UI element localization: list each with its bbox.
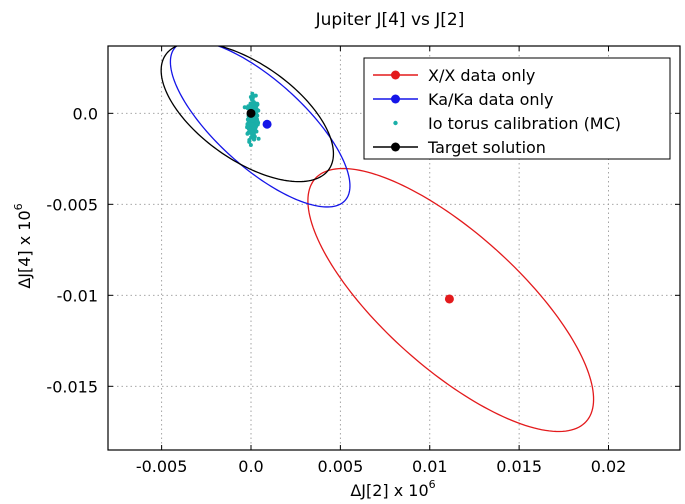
legend-marker [391, 142, 400, 152]
io-mc-point [248, 121, 253, 126]
io-mc-point [251, 132, 256, 137]
plot-frame [107, 45, 681, 451]
io-mc-point [252, 137, 257, 142]
plot-area [160, 46, 595, 433]
io-mc-point [245, 123, 250, 128]
io-mc-point [255, 101, 260, 106]
chart-title: Jupiter J[4] vs J[2] [315, 10, 465, 30]
xx-point [444, 294, 454, 304]
x-axis-label: ΔJ[2] x 106 [350, 478, 435, 500]
legend-label: Io torus calibration (MC) [428, 114, 621, 133]
legend-marker [393, 120, 398, 126]
y-tick-label: -0.015 [46, 377, 98, 396]
y-axis-label: ΔJ[4] x 106 [12, 203, 34, 288]
legend-marker [391, 94, 400, 104]
y-tick-label: 0.0 [73, 104, 98, 123]
legend-target: Target solution [373, 138, 546, 157]
legend-label: Target solution [427, 138, 546, 157]
x-tick-label: -0.005 [136, 457, 188, 476]
kaka-ellipse [169, 46, 351, 208]
x-tick-label: 0.005 [317, 457, 363, 476]
io-mc-point [248, 143, 253, 148]
x-tick-label: 0.015 [496, 457, 542, 476]
x-tick-label: 0.02 [591, 457, 627, 476]
io-mc-point [256, 108, 261, 113]
io-mc-point [247, 139, 252, 144]
io-mc-point [246, 105, 251, 109]
legend-label: X/X data only [428, 66, 535, 85]
x-axis-label-exponent: 6 [429, 478, 436, 491]
io-mc-point [255, 120, 260, 125]
xx-ellipse [307, 167, 595, 433]
legend-kaka: Ka/Ka data only [373, 90, 553, 109]
legend-io: Io torus calibration (MC) [393, 114, 621, 133]
target-ellipse [160, 46, 335, 183]
grid [108, 46, 680, 450]
y-tick-label: -0.005 [46, 195, 98, 214]
legend-marker [391, 70, 400, 80]
target-point [246, 108, 256, 118]
y-axis-label-exponent: 6 [12, 203, 25, 210]
tick-labels: -0.005 0.0 0.005 0.01 0.015 0.02 0.0 -0.005 -0.0… [46, 104, 626, 476]
io-mc-point [256, 136, 261, 141]
x-tick-label: 0.0 [238, 457, 263, 476]
legend: X/X data only Ka/Ka data only Io torus cal… [363, 57, 671, 160]
series-layer [160, 46, 595, 433]
axis-ticks [108, 46, 680, 450]
legend-label: Ka/Ka data only [428, 90, 553, 109]
io-mc-point [254, 129, 259, 134]
legend-xx: X/X data only [373, 66, 535, 85]
x-tick-label: 0.01 [412, 457, 448, 476]
y-tick-label: -0.01 [57, 286, 98, 305]
io-mc-point [252, 124, 257, 129]
io-mc-point [242, 105, 247, 110]
io-mc-point [251, 94, 256, 99]
kaka-point [262, 119, 272, 129]
